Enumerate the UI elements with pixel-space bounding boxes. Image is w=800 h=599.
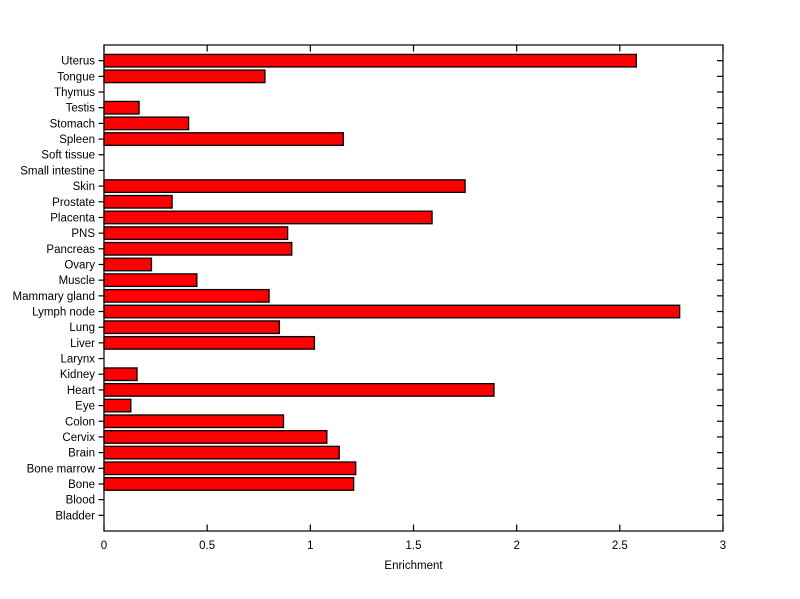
bar-lung <box>103 320 281 335</box>
y-tick-label-tongue: Tongue <box>57 71 95 83</box>
bar-eye <box>103 398 132 413</box>
bar-colon <box>103 414 285 429</box>
y-tick-label-liver: Liver <box>70 338 95 350</box>
bar-pns <box>103 226 289 241</box>
y-tick-label-eye: Eye <box>75 401 95 413</box>
bar-muscle <box>103 273 198 288</box>
y-tick-label-blood: Blood <box>66 495 95 507</box>
y-tick-label-placenta: Placenta <box>50 212 95 224</box>
y-tick-label-cervix: Cervix <box>62 432 95 444</box>
bar-uterus <box>103 53 637 68</box>
y-tick-label-soft-tissue: Soft tissue <box>41 150 95 162</box>
y-tick-label-heart: Heart <box>67 385 96 397</box>
x-tick-label: 2.5 <box>612 540 628 552</box>
bar-mammary-gland <box>103 288 270 303</box>
bar-heart <box>103 382 495 397</box>
y-tick-label-skin: Skin <box>73 181 95 193</box>
x-axis-label: Enrichment <box>384 560 443 572</box>
y-tick-label-bone-marrow: Bone marrow <box>27 463 96 475</box>
bar-lymph-node <box>103 304 681 319</box>
y-tick-label-prostate: Prostate <box>52 197 95 209</box>
y-tick-label-pancreas: Pancreas <box>46 244 95 256</box>
bar-pancreas <box>103 241 293 256</box>
y-tick-label-small-intestine: Small intestine <box>20 165 95 177</box>
x-tick-label: 1.5 <box>406 540 422 552</box>
bar-liver <box>103 335 316 350</box>
x-tick-label: 2 <box>513 540 519 552</box>
y-tick-label-kidney: Kidney <box>60 369 95 381</box>
y-tick-label-muscle: Muscle <box>59 275 95 287</box>
y-tick-label-lung: Lung <box>69 322 95 334</box>
bar-stomach <box>103 116 190 131</box>
bar-ovary <box>103 257 153 272</box>
y-tick-label-pns: PNS <box>71 228 95 240</box>
y-tick-label-stomach: Stomach <box>50 118 95 130</box>
y-tick-label-bladder: Bladder <box>55 510 95 522</box>
x-tick-label: 1 <box>307 540 313 552</box>
y-tick-label-colon: Colon <box>65 416 95 428</box>
bar-bone <box>103 477 355 491</box>
x-tick-label: 3 <box>720 540 726 552</box>
y-tick-label-larynx: Larynx <box>60 354 95 366</box>
y-tick-label-testis: Testis <box>66 103 96 115</box>
bar-placenta <box>103 210 433 225</box>
bar-testis <box>103 100 140 115</box>
y-tick-label-ovary: Ovary <box>64 259 95 271</box>
bar-kidney <box>103 367 138 382</box>
bar-cervix <box>103 430 328 444</box>
x-tick-label: 0.5 <box>199 540 215 552</box>
y-tick-label-uterus: Uterus <box>61 56 95 68</box>
y-tick-label-thymus: Thymus <box>54 87 95 99</box>
y-tick-label-mammary-gland: Mammary gland <box>13 291 95 303</box>
y-tick-label-brain: Brain <box>68 448 95 460</box>
bar-prostate <box>103 194 173 209</box>
y-tick-label-bone: Bone <box>68 479 95 491</box>
bar-bone-marrow <box>103 461 357 476</box>
x-tick-label: 0 <box>101 540 107 552</box>
y-tick-label-lymph-node: Lymph node <box>32 307 95 319</box>
bar-spleen <box>103 132 344 146</box>
bar-brain <box>103 445 340 460</box>
bar-tongue <box>103 69 266 84</box>
bar-skin <box>103 179 466 194</box>
y-tick-label-spleen: Spleen <box>59 134 95 146</box>
